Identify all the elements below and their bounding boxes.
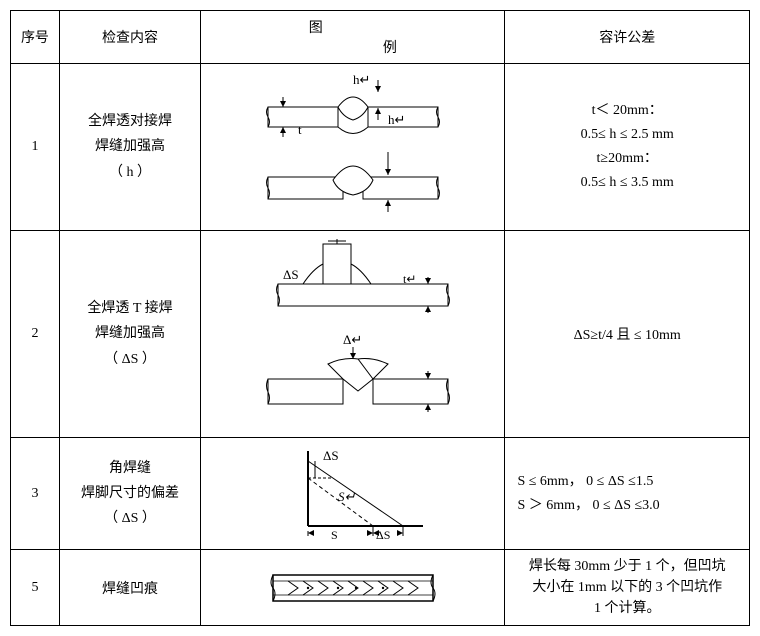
row-diagram: h↵ t h↵ xyxy=(201,64,505,231)
svg-text:Δ↵: Δ↵ xyxy=(343,332,362,347)
row-num: 1 xyxy=(11,64,60,231)
row-num: 3 xyxy=(11,438,60,550)
fillet-weld-diagram-icon: ΔS S↵ S ΔS xyxy=(263,446,443,541)
row-num: 5 xyxy=(11,550,60,626)
svg-text:t↵: t↵ xyxy=(403,272,416,286)
header-tolerance: 容许公差 xyxy=(505,11,750,64)
row-num: 2 xyxy=(11,231,60,438)
butt-weld-diagram-icon: h↵ t h↵ xyxy=(238,72,468,222)
row-content: 焊缝凹痕 xyxy=(59,550,200,626)
row-tolerance: S ≤ 6mm， 0 ≤ ΔS ≤1.5 S ＞ 6mm， 0 ≤ ΔS ≤3.… xyxy=(505,438,750,550)
header-diagram: 图例 xyxy=(201,11,505,64)
t-weld-diagram-icon: ΔS t↵ xyxy=(228,239,478,429)
row-tolerance: ΔS≥t/4 且 ≤ 10mm xyxy=(505,231,750,438)
table-row: 3 角焊缝 焊脚尺寸的偏差 （ ΔS ） ΔS xyxy=(11,438,750,550)
row-content: 全焊透对接焊 焊缝加强高 （ h ） xyxy=(59,64,200,231)
table-row: 1 全焊透对接焊 焊缝加强高 （ h ） xyxy=(11,64,750,231)
row-diagram xyxy=(201,550,505,626)
weld-tolerance-table: 序号 检查内容 图例 容许公差 1 全焊透对接焊 焊缝加强高 （ h ） xyxy=(10,10,750,626)
row-content: 角焊缝 焊脚尺寸的偏差 （ ΔS ） xyxy=(59,438,200,550)
svg-text:h↵: h↵ xyxy=(388,112,405,127)
header-content: 检查内容 xyxy=(59,11,200,64)
svg-text:S: S xyxy=(331,528,338,541)
row-content: 全焊透 T 接焊 焊缝加强高 （ ΔS ） xyxy=(59,231,200,438)
svg-text:h↵: h↵ xyxy=(353,72,370,87)
table-header-row: 序号 检查内容 图例 容许公差 xyxy=(11,11,750,64)
row-tolerance: 焊长每 30mm 少于 1 个，但凹坑 大小在 1mm 以下的 3 个凹坑作 1… xyxy=(505,550,750,626)
svg-text:S↵: S↵ xyxy=(338,489,356,504)
svg-text:ΔS: ΔS xyxy=(283,267,299,282)
row-diagram: ΔS S↵ S ΔS xyxy=(201,438,505,550)
svg-text:ΔS: ΔS xyxy=(323,448,339,463)
table-row: 5 焊缝凹痕 xyxy=(11,550,750,626)
weld-pit-diagram-icon xyxy=(258,563,448,613)
row-diagram: ΔS t↵ xyxy=(201,231,505,438)
svg-text:t: t xyxy=(298,122,302,137)
row-tolerance: t＜ 20mm： 0.5≤ h ≤ 2.5 mm t≥20mm： 0.5≤ h … xyxy=(505,64,750,231)
table-row: 2 全焊透 T 接焊 焊缝加强高 （ ΔS ） ΔS t↵ xyxy=(11,231,750,438)
header-num: 序号 xyxy=(11,11,60,64)
